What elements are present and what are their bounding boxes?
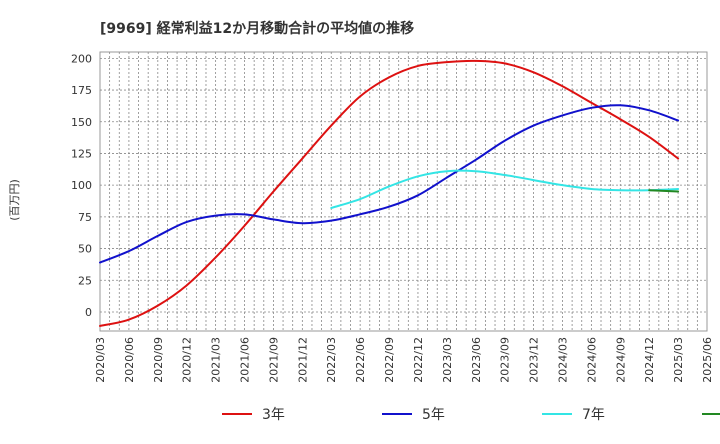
- x-tick-label: 2023/06: [470, 337, 483, 383]
- series-line-2: [330, 169, 680, 209]
- x-tick-label: 2023/12: [528, 337, 541, 383]
- x-tick-label: 2021/12: [296, 337, 309, 383]
- axis-layer: 0 25 50 75 100 125 150 175 200 2020/03 2020/06 2020…: [71, 52, 714, 382]
- x-tick-label: 2020/09: [152, 337, 165, 383]
- y-tick-label: 175: [71, 84, 92, 97]
- x-tick-label: 2023/09: [499, 337, 512, 383]
- x-tick-label: 2024/06: [585, 337, 598, 383]
- y-axis-label: (百万円): [8, 179, 21, 221]
- y-tick-label: 150: [71, 116, 92, 129]
- x-tick-label: 2025/06: [701, 337, 714, 383]
- y-tick-label: 100: [71, 179, 92, 192]
- y-tick-label: 0: [85, 306, 92, 319]
- series-line-0: [99, 59, 680, 327]
- x-tick-label: 2022/12: [412, 337, 425, 383]
- plot-area: [99, 51, 708, 332]
- x-tick-label: 2022/09: [383, 337, 396, 383]
- legend-label-2: 7年: [582, 407, 605, 423]
- x-tick-label: 2024/09: [614, 337, 627, 383]
- legend: 3年5年7年10年: [222, 407, 720, 423]
- x-tick-label: 2024/03: [556, 337, 569, 383]
- series-layer: [99, 59, 680, 327]
- x-tick-label: 2020/12: [181, 337, 194, 383]
- legend-label-1: 5年: [422, 407, 445, 423]
- series-line-1: [99, 104, 680, 264]
- x-tick-label: 2021/06: [239, 337, 252, 383]
- y-tick-label: 125: [71, 147, 92, 160]
- x-tick-label: 2020/06: [123, 337, 136, 383]
- x-tick-label: 2021/09: [267, 337, 280, 383]
- x-tick-label: 2025/03: [672, 337, 685, 383]
- y-tick-label: 75: [78, 211, 92, 224]
- chart-title: [9969] 経常利益12か月移動合計の平均値の推移: [100, 20, 414, 37]
- x-tick-label: 2022/03: [325, 337, 338, 383]
- x-tick-label: 2020/03: [94, 337, 107, 383]
- y-tick-label: 25: [78, 274, 92, 287]
- x-tick-label: 2021/03: [210, 337, 223, 383]
- grid-layer: [99, 51, 708, 332]
- x-tick-label: 2024/12: [643, 337, 656, 383]
- y-tick-label: 200: [71, 52, 92, 65]
- x-tick-label: 2022/06: [354, 337, 367, 383]
- legend-label-0: 3年: [262, 407, 285, 423]
- series-line-3: [648, 189, 680, 193]
- y-tick-label: 50: [78, 243, 92, 256]
- x-tick-label: 2023/03: [441, 337, 454, 383]
